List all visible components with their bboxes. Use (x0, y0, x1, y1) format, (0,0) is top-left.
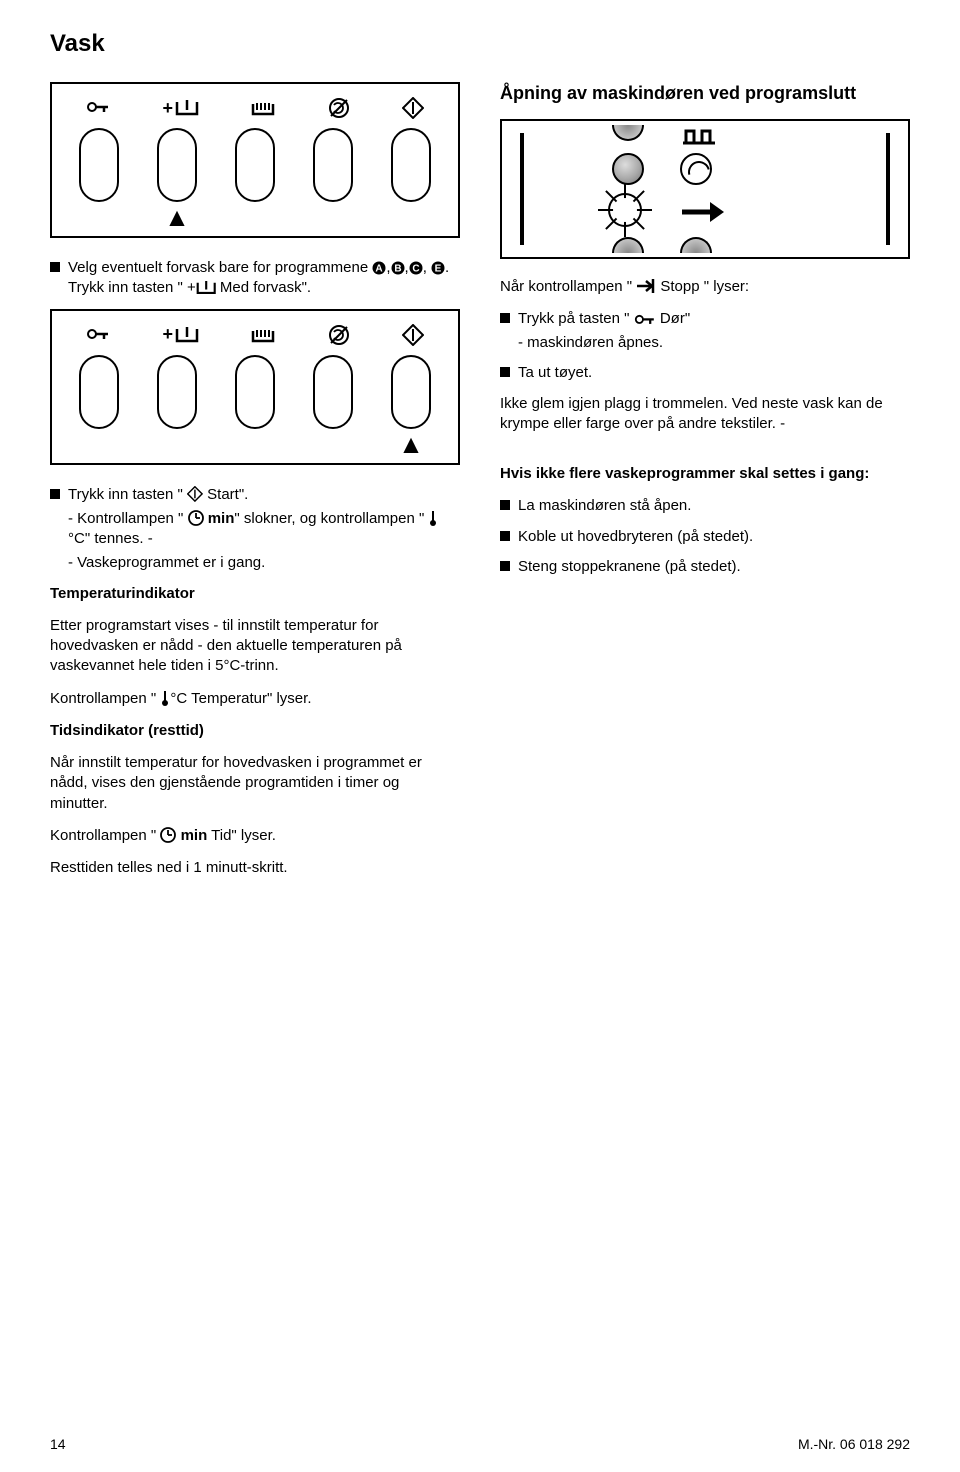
gate-icon (682, 127, 718, 152)
left-column: + ▲︎ Velg e (50, 82, 460, 890)
panel-button (79, 355, 119, 429)
panel-button (313, 355, 353, 429)
key-icon (634, 310, 656, 327)
panel-button (235, 355, 275, 429)
rinse-icon (251, 327, 275, 343)
heading-time: Tidsindikator (resttid) (50, 721, 460, 741)
text: min (208, 510, 235, 527)
nospin-icon (328, 97, 350, 119)
rinse-icon (251, 100, 275, 116)
text: Kontrollampen " min Tid" lyser. (50, 826, 460, 846)
indicator-dot (612, 237, 644, 253)
prewash-icon: + (162, 324, 199, 345)
heading-if: Hvis ikke flere vaskeprogrammer skal set… (500, 464, 910, 484)
doc-number: M.-Nr. 06 018 292 (798, 1436, 910, 1452)
footer: 14 M.-Nr. 06 018 292 (50, 1436, 910, 1452)
letter-a-icon: A (372, 259, 386, 276)
prewash-icon: + (162, 98, 199, 119)
svg-text:B: B (394, 264, 401, 275)
panel-button (313, 128, 353, 202)
panel-button (157, 355, 197, 429)
sub-text: - maskindøren åpnes. (518, 333, 910, 353)
key-icon (86, 328, 110, 342)
letter-e-icon: E (431, 259, 445, 276)
panel-button (157, 128, 197, 202)
swirl-icon (680, 153, 712, 185)
heading-temp: Temperaturindikator (50, 584, 460, 604)
text: Resttiden telles ned i 1 minutt-skritt. (50, 858, 460, 878)
text: Start". (203, 486, 248, 503)
sub-text: - Vaskeprogrammet er i gang. (68, 553, 460, 573)
page-number: 14 (50, 1436, 66, 1452)
letter-c-icon: C (409, 259, 423, 276)
start-diamond-icon (402, 324, 424, 346)
indicator-dot (612, 125, 644, 141)
text: Når kontrollampen " Stopp " lyser: (500, 277, 910, 297)
nospin-icon (328, 324, 350, 346)
start-diamond-icon (402, 97, 424, 119)
panel-button (79, 128, 119, 202)
text: Kontrollampen " °C Temperatur" lyser. (50, 689, 460, 709)
letter-b-icon: B (391, 259, 405, 276)
bullet-takeout: Ta ut tøyet. (500, 363, 910, 383)
display-diagram (500, 119, 910, 259)
button-panel-2: + ▲︎ (50, 309, 460, 465)
text: Trykk inn tasten " (68, 486, 187, 503)
bullet-start: Trykk inn tasten " Start". (50, 485, 460, 505)
right-column: Åpning av maskindøren ved programslutt (500, 82, 910, 890)
text: Etter programstart vises - til innstilt … (50, 616, 460, 677)
svg-text:C: C (412, 264, 419, 275)
indicator-sun (608, 193, 642, 227)
indicator-dot (612, 153, 644, 185)
panel-button (235, 128, 275, 202)
bullet-if2: Koble ut hovedbryteren (på stedet). (500, 527, 910, 547)
indicator-dot (680, 237, 712, 253)
text: Ikke glem igjen plagg i trommelen. Ved n… (500, 394, 910, 435)
arrow-up-icon: ▲︎ (391, 431, 431, 457)
svg-text:A: A (376, 264, 383, 275)
sub-text: - Kontrollampen " min" slokner, og kontr… (68, 509, 460, 550)
text: Velg eventuelt forvask bare for programm… (68, 259, 372, 276)
key-icon (86, 101, 110, 115)
bullet-if3: Steng stoppekranene (på stedet). (500, 557, 910, 577)
text: Når innstilt temperatur for hovedvasken … (50, 753, 460, 814)
arrow-right-icon (680, 199, 726, 230)
thermometer-icon (428, 510, 438, 527)
bullet-door: Trykk på tasten " Dør" (500, 309, 910, 329)
text: Med forvask". (216, 279, 311, 296)
clock-icon (188, 510, 204, 527)
thermometer-icon (160, 690, 170, 707)
heading-door: Åpning av maskindøren ved programslutt (500, 82, 910, 105)
bullet-forvask: Velg eventuelt forvask bare for programm… (50, 258, 460, 299)
stop-arrow-icon (636, 278, 656, 295)
bullet-if1: La maskindøren stå åpen. (500, 496, 910, 516)
button-panel-1: + ▲︎ (50, 82, 460, 238)
panel-button (391, 128, 431, 202)
start-diamond-icon (187, 486, 203, 503)
clock-icon (160, 827, 176, 844)
svg-text:E: E (435, 264, 442, 275)
panel-button (391, 355, 431, 429)
prewash-icon (196, 279, 216, 296)
page-title: Vask (50, 30, 910, 58)
arrow-up-icon: ▲︎ (157, 204, 197, 230)
